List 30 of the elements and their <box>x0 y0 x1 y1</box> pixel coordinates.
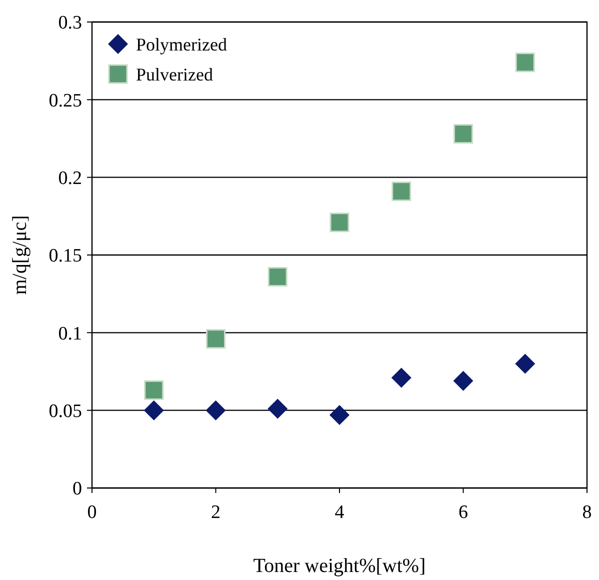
y-axis-title: m/q[g/μc] <box>9 215 31 295</box>
y-tick-label: 0.05 <box>48 400 82 422</box>
y-tick-label: 0.1 <box>58 323 82 344</box>
x-axis-title: Toner weight%[wt%] <box>253 555 426 577</box>
legend-label: Polymerized <box>136 34 227 54</box>
y-tick-label: 0.15 <box>48 246 82 267</box>
y-tick-label: 0.25 <box>48 90 82 112</box>
point <box>392 182 412 202</box>
point <box>515 354 536 374</box>
legend-label: Pulverized <box>136 64 213 84</box>
point <box>454 124 473 144</box>
x-tick-label: 6 <box>458 502 468 523</box>
y-tick-label: 0.3 <box>58 12 82 34</box>
point <box>206 329 226 349</box>
point <box>453 370 474 391</box>
point <box>268 398 288 419</box>
y-tick-label: 0.2 <box>58 168 82 189</box>
x-tick-label: 0 <box>87 502 97 523</box>
point <box>330 212 350 232</box>
y-tick-label: 0 <box>72 478 82 500</box>
point <box>144 400 164 420</box>
point <box>391 368 412 388</box>
point <box>144 380 164 400</box>
point <box>515 52 535 72</box>
x-tick-label: 2 <box>211 502 220 523</box>
point <box>206 400 226 420</box>
point <box>268 266 288 286</box>
x-tick-label: 4 <box>334 502 345 523</box>
point <box>330 404 350 425</box>
x-tick-label: 8 <box>582 502 592 523</box>
